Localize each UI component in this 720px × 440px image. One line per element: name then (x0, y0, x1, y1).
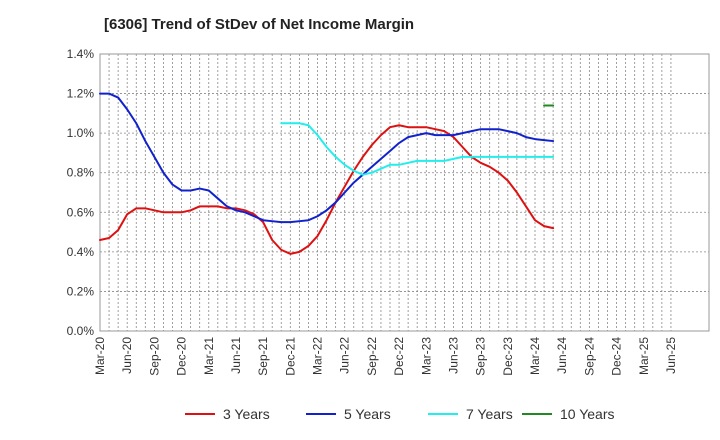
plot-border (99, 53, 710, 332)
x-tick-label: Mar-21 (202, 337, 216, 375)
x-tick-label: Dec-20 (175, 337, 189, 376)
x-tick-label: Dec-24 (610, 337, 624, 376)
chart-title: [6306] Trend of StDev of Net Income Marg… (104, 16, 415, 33)
x-tick-label: Dec-23 (501, 337, 515, 376)
x-tick-label: Mar-20 (93, 337, 107, 375)
y-tick-label: 1.2% (67, 87, 95, 101)
x-tick-label: Mar-23 (419, 337, 433, 375)
x-tick-label: Jun-25 (664, 337, 678, 374)
y-tick-label: 0.6% (67, 205, 95, 219)
x-tick-label: Mar-24 (528, 337, 542, 375)
x-tick-label: Jun-22 (338, 337, 352, 374)
series-line-7-years (280, 122, 555, 176)
plot-area (100, 54, 709, 331)
y-tick-label: 0.4% (67, 245, 95, 259)
y-tick-label: 0.0% (67, 324, 95, 338)
x-tick-label: Jun-23 (446, 337, 460, 374)
x-tick-label: Sep-24 (582, 337, 596, 376)
x-tick-label: Dec-22 (392, 337, 406, 376)
y-tick-label: 0.8% (67, 166, 95, 180)
series-line-5-years (99, 92, 555, 224)
legend-label: 7 Years (466, 406, 513, 422)
y-tick-label: 1.0% (67, 126, 95, 140)
legend-label: 5 Years (344, 406, 391, 422)
axis-layer: 0.0% 0.2% 0.4% 0.6% 0.8% 1.0% 1.2% 1.4% Mar-20 Ju… (67, 47, 710, 376)
x-tick-label: Dec-21 (283, 337, 297, 376)
series-layer (99, 92, 555, 255)
x-tick-label: Sep-21 (256, 337, 270, 376)
y-tick-label: 0.2% (67, 284, 95, 298)
legend-label: 3 Years (223, 406, 270, 422)
y-tick-label: 1.4% (67, 47, 95, 61)
x-tick-label: Sep-23 (474, 337, 488, 376)
x-tick-label: Mar-25 (637, 337, 651, 375)
x-tick-label: Jun-21 (229, 337, 243, 374)
x-tick-label: Sep-22 (365, 337, 379, 376)
x-tick-label: Mar-22 (311, 337, 325, 375)
series-line-3-years (99, 124, 555, 255)
x-tick-label: Jun-24 (555, 337, 569, 374)
x-tick-label: Sep-20 (147, 337, 161, 376)
legend-label: 10 Years (560, 406, 615, 422)
legend: 3 Years 5 Years 7 Years 10 Years (185, 406, 615, 422)
x-tick-label: Jun-20 (120, 337, 134, 374)
